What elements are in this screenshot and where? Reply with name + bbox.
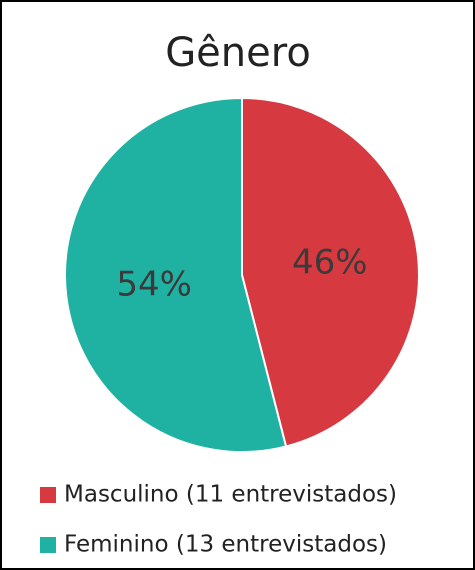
legend-label: Masculino (11 entrevistados) xyxy=(64,482,397,508)
pie-slice xyxy=(64,96,288,453)
legend-label: Feminino (13 entrevistados) xyxy=(64,532,387,558)
data-label: 46% xyxy=(292,242,368,282)
data-label: 54% xyxy=(116,265,192,305)
legend-marker xyxy=(40,537,56,553)
pie-slice xyxy=(241,96,420,448)
chart-title: Gênero xyxy=(165,30,311,76)
legend-marker xyxy=(40,487,56,503)
